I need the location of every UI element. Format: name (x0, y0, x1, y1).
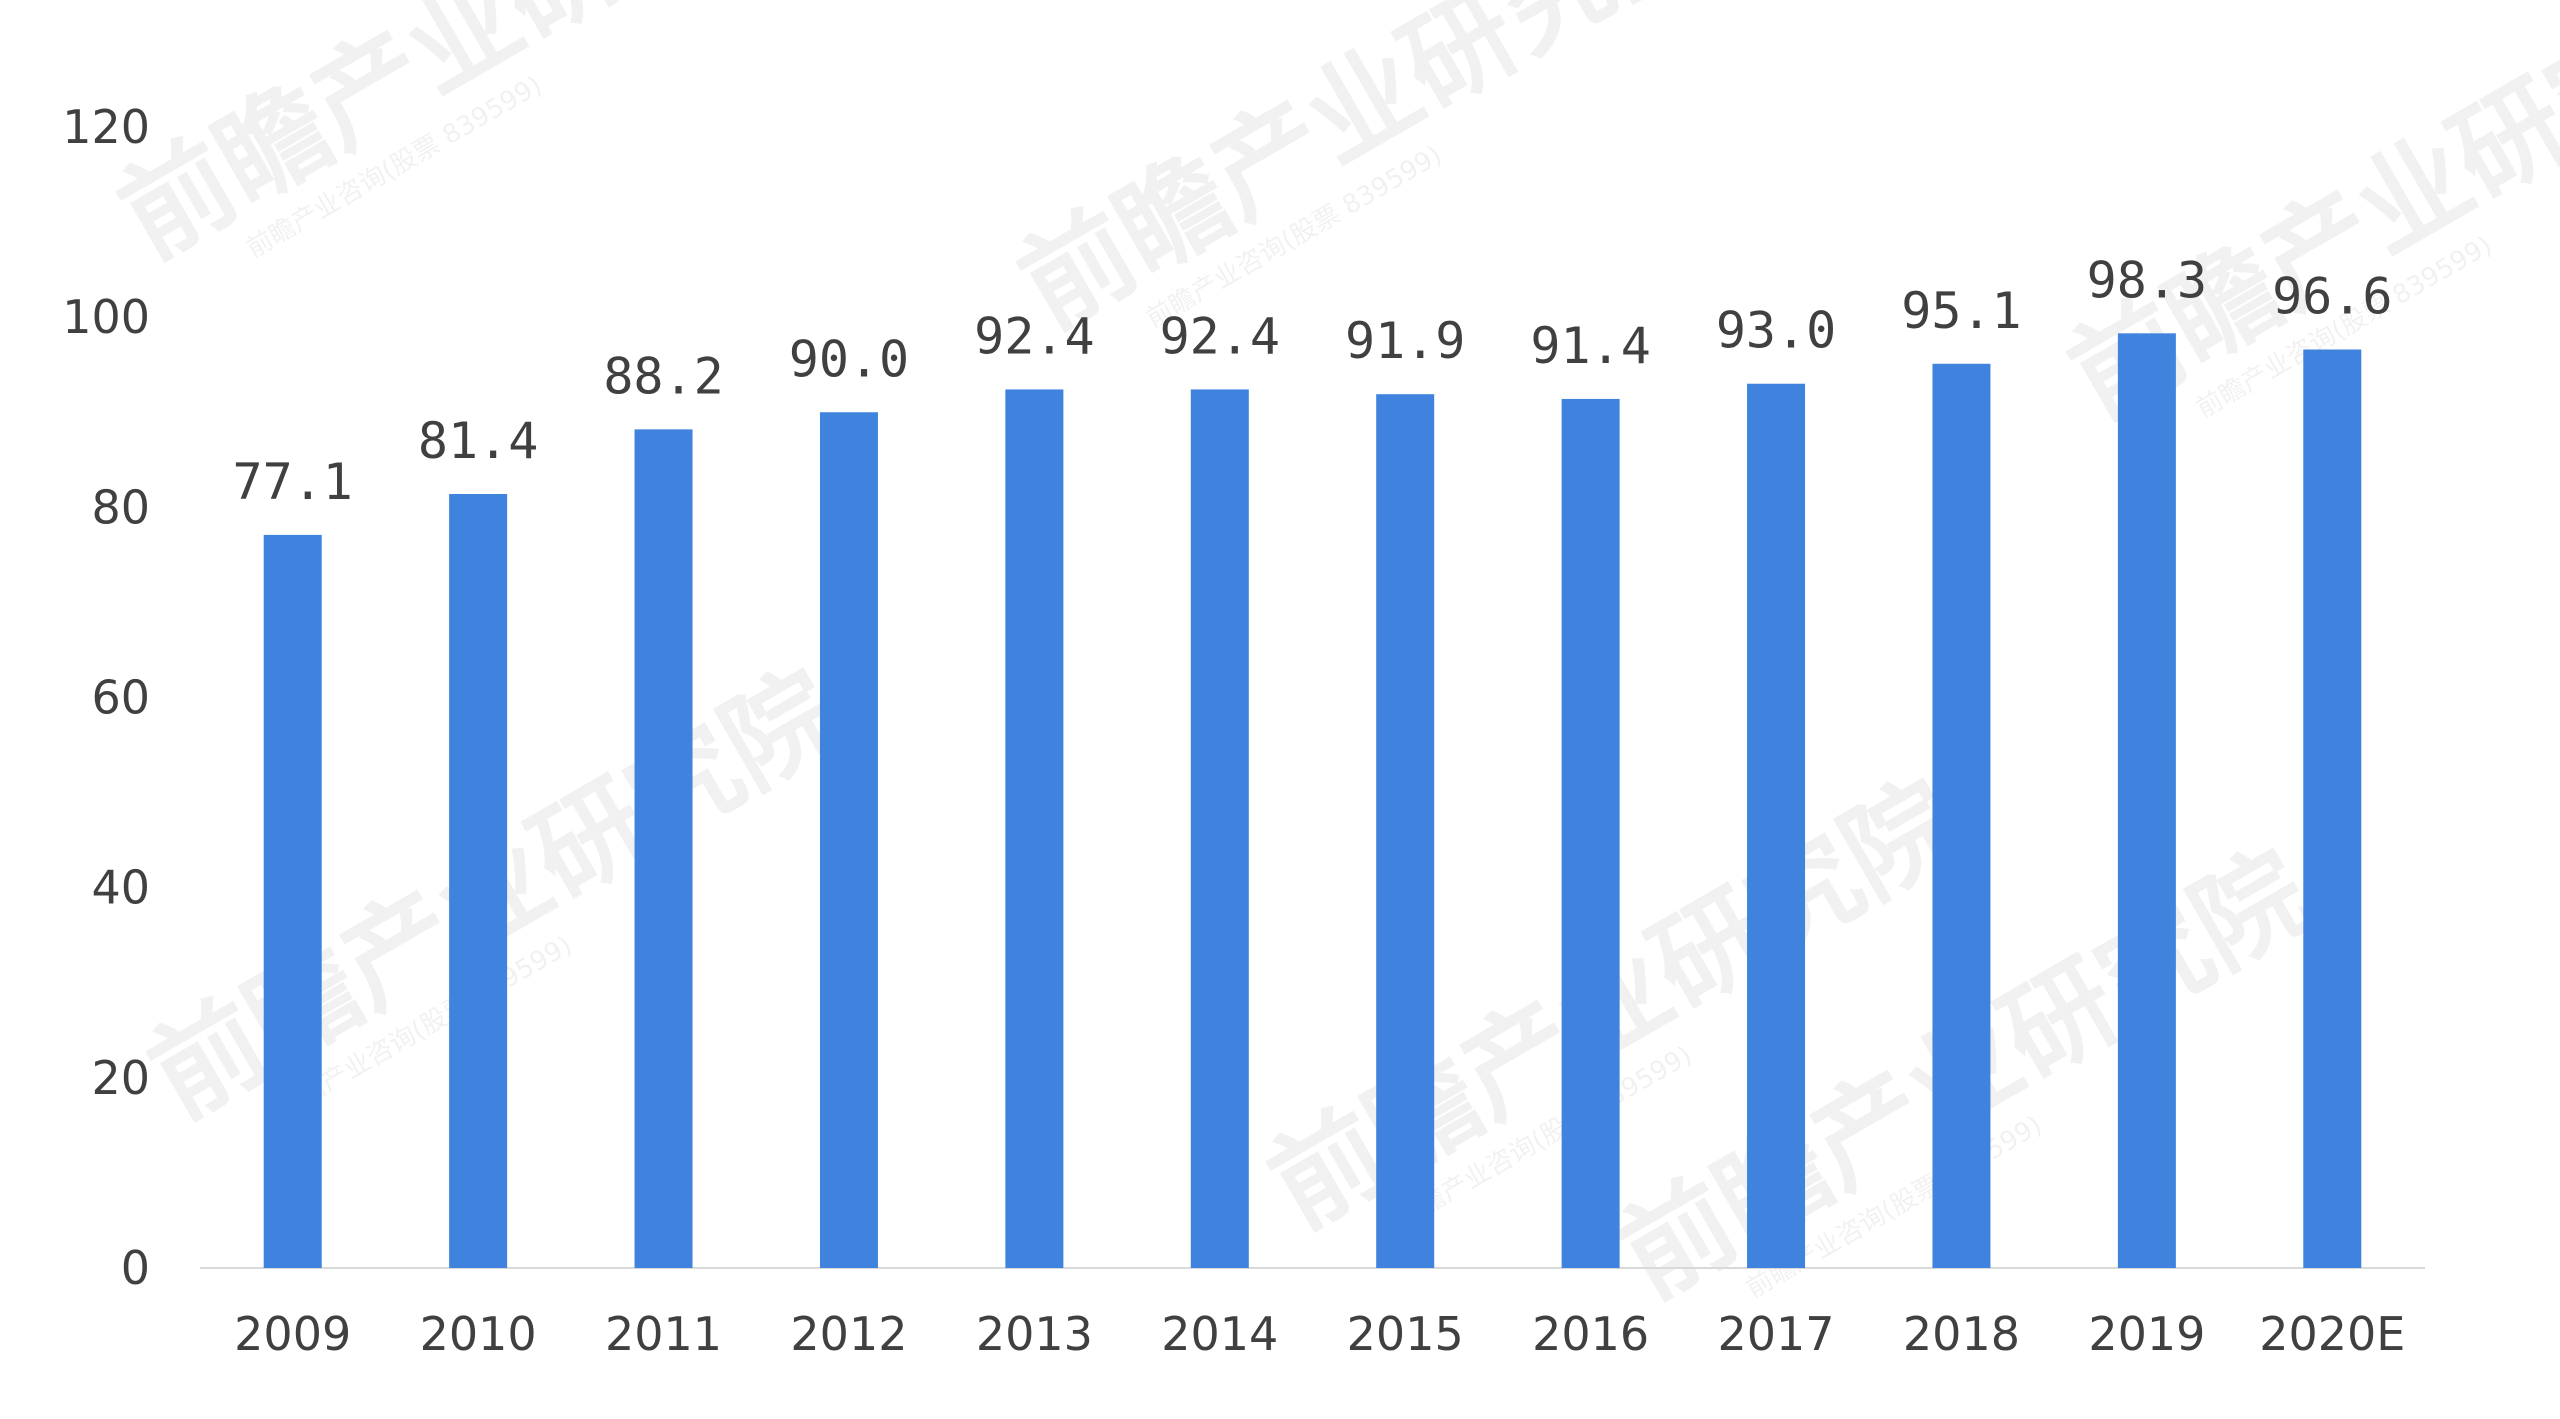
x-tick-label: 2009 (234, 1307, 351, 1361)
data-label-2011: 88.2 (603, 347, 723, 405)
data-labels-layer: 2009 77.1 2010 81.4 2011 88.2 2012 90.0 2013 92.4… (232, 251, 2405, 1361)
bar-2015 (1376, 394, 1435, 1268)
y-tick-label: 100 (62, 290, 150, 344)
y-tick-label: 0 (121, 1241, 150, 1295)
bar-2010 (449, 494, 508, 1268)
axes: 0 20 40 60 80 100 120 (62, 100, 2425, 1295)
data-label-2014: 92.4 (1160, 307, 1280, 365)
x-tick-label: 2011 (605, 1307, 722, 1361)
x-tick-label: 2020E (2259, 1307, 2405, 1361)
data-label-2017: 93.0 (1716, 302, 1836, 360)
x-tick-label: 2017 (1718, 1307, 1835, 1361)
bar-2018 (1932, 363, 1991, 1268)
bar-2016 (1561, 398, 1620, 1268)
x-tick-label: 2010 (420, 1307, 537, 1361)
bar-2020E (2303, 349, 2362, 1268)
watermark-text: 前瞻产业研究院 (999, 0, 1730, 353)
data-label-2009: 77.1 (232, 453, 352, 511)
data-label-2015: 91.9 (1345, 312, 1465, 370)
bar-2014 (1190, 389, 1249, 1268)
data-label-2020E: 96.6 (2272, 267, 2392, 325)
y-tick-label: 20 (91, 1051, 150, 1105)
x-tick-label: 2016 (1532, 1307, 1649, 1361)
y-tick-label: 40 (91, 861, 150, 915)
x-tick-label: 2015 (1347, 1307, 1464, 1361)
bar-2009 (263, 534, 322, 1268)
data-label-2018: 95.1 (1901, 282, 2021, 340)
y-tick-label: 80 (91, 480, 150, 534)
x-tick-label: 2012 (790, 1307, 907, 1361)
x-tick-label: 2018 (1903, 1307, 2020, 1361)
bar-2013 (1005, 389, 1064, 1268)
bars-layer (263, 333, 2362, 1269)
data-label-2019: 98.3 (2087, 251, 2207, 309)
bar-2017 (1747, 383, 1806, 1269)
bar-2012 (819, 412, 878, 1268)
data-label-2016: 91.4 (1530, 317, 1650, 375)
data-label-2012: 90.0 (789, 330, 909, 388)
x-tick-label: 2019 (2088, 1307, 2205, 1361)
data-label-2013: 92.4 (974, 307, 1094, 365)
y-tick-label: 60 (91, 671, 150, 725)
x-tick-label: 2013 (976, 1307, 1093, 1361)
bar-2019 (2117, 333, 2176, 1269)
bar-2011 (634, 429, 693, 1268)
x-tick-label: 2014 (1161, 1307, 1278, 1361)
data-label-2010: 81.4 (418, 412, 538, 470)
y-tick-label: 120 (62, 100, 150, 154)
